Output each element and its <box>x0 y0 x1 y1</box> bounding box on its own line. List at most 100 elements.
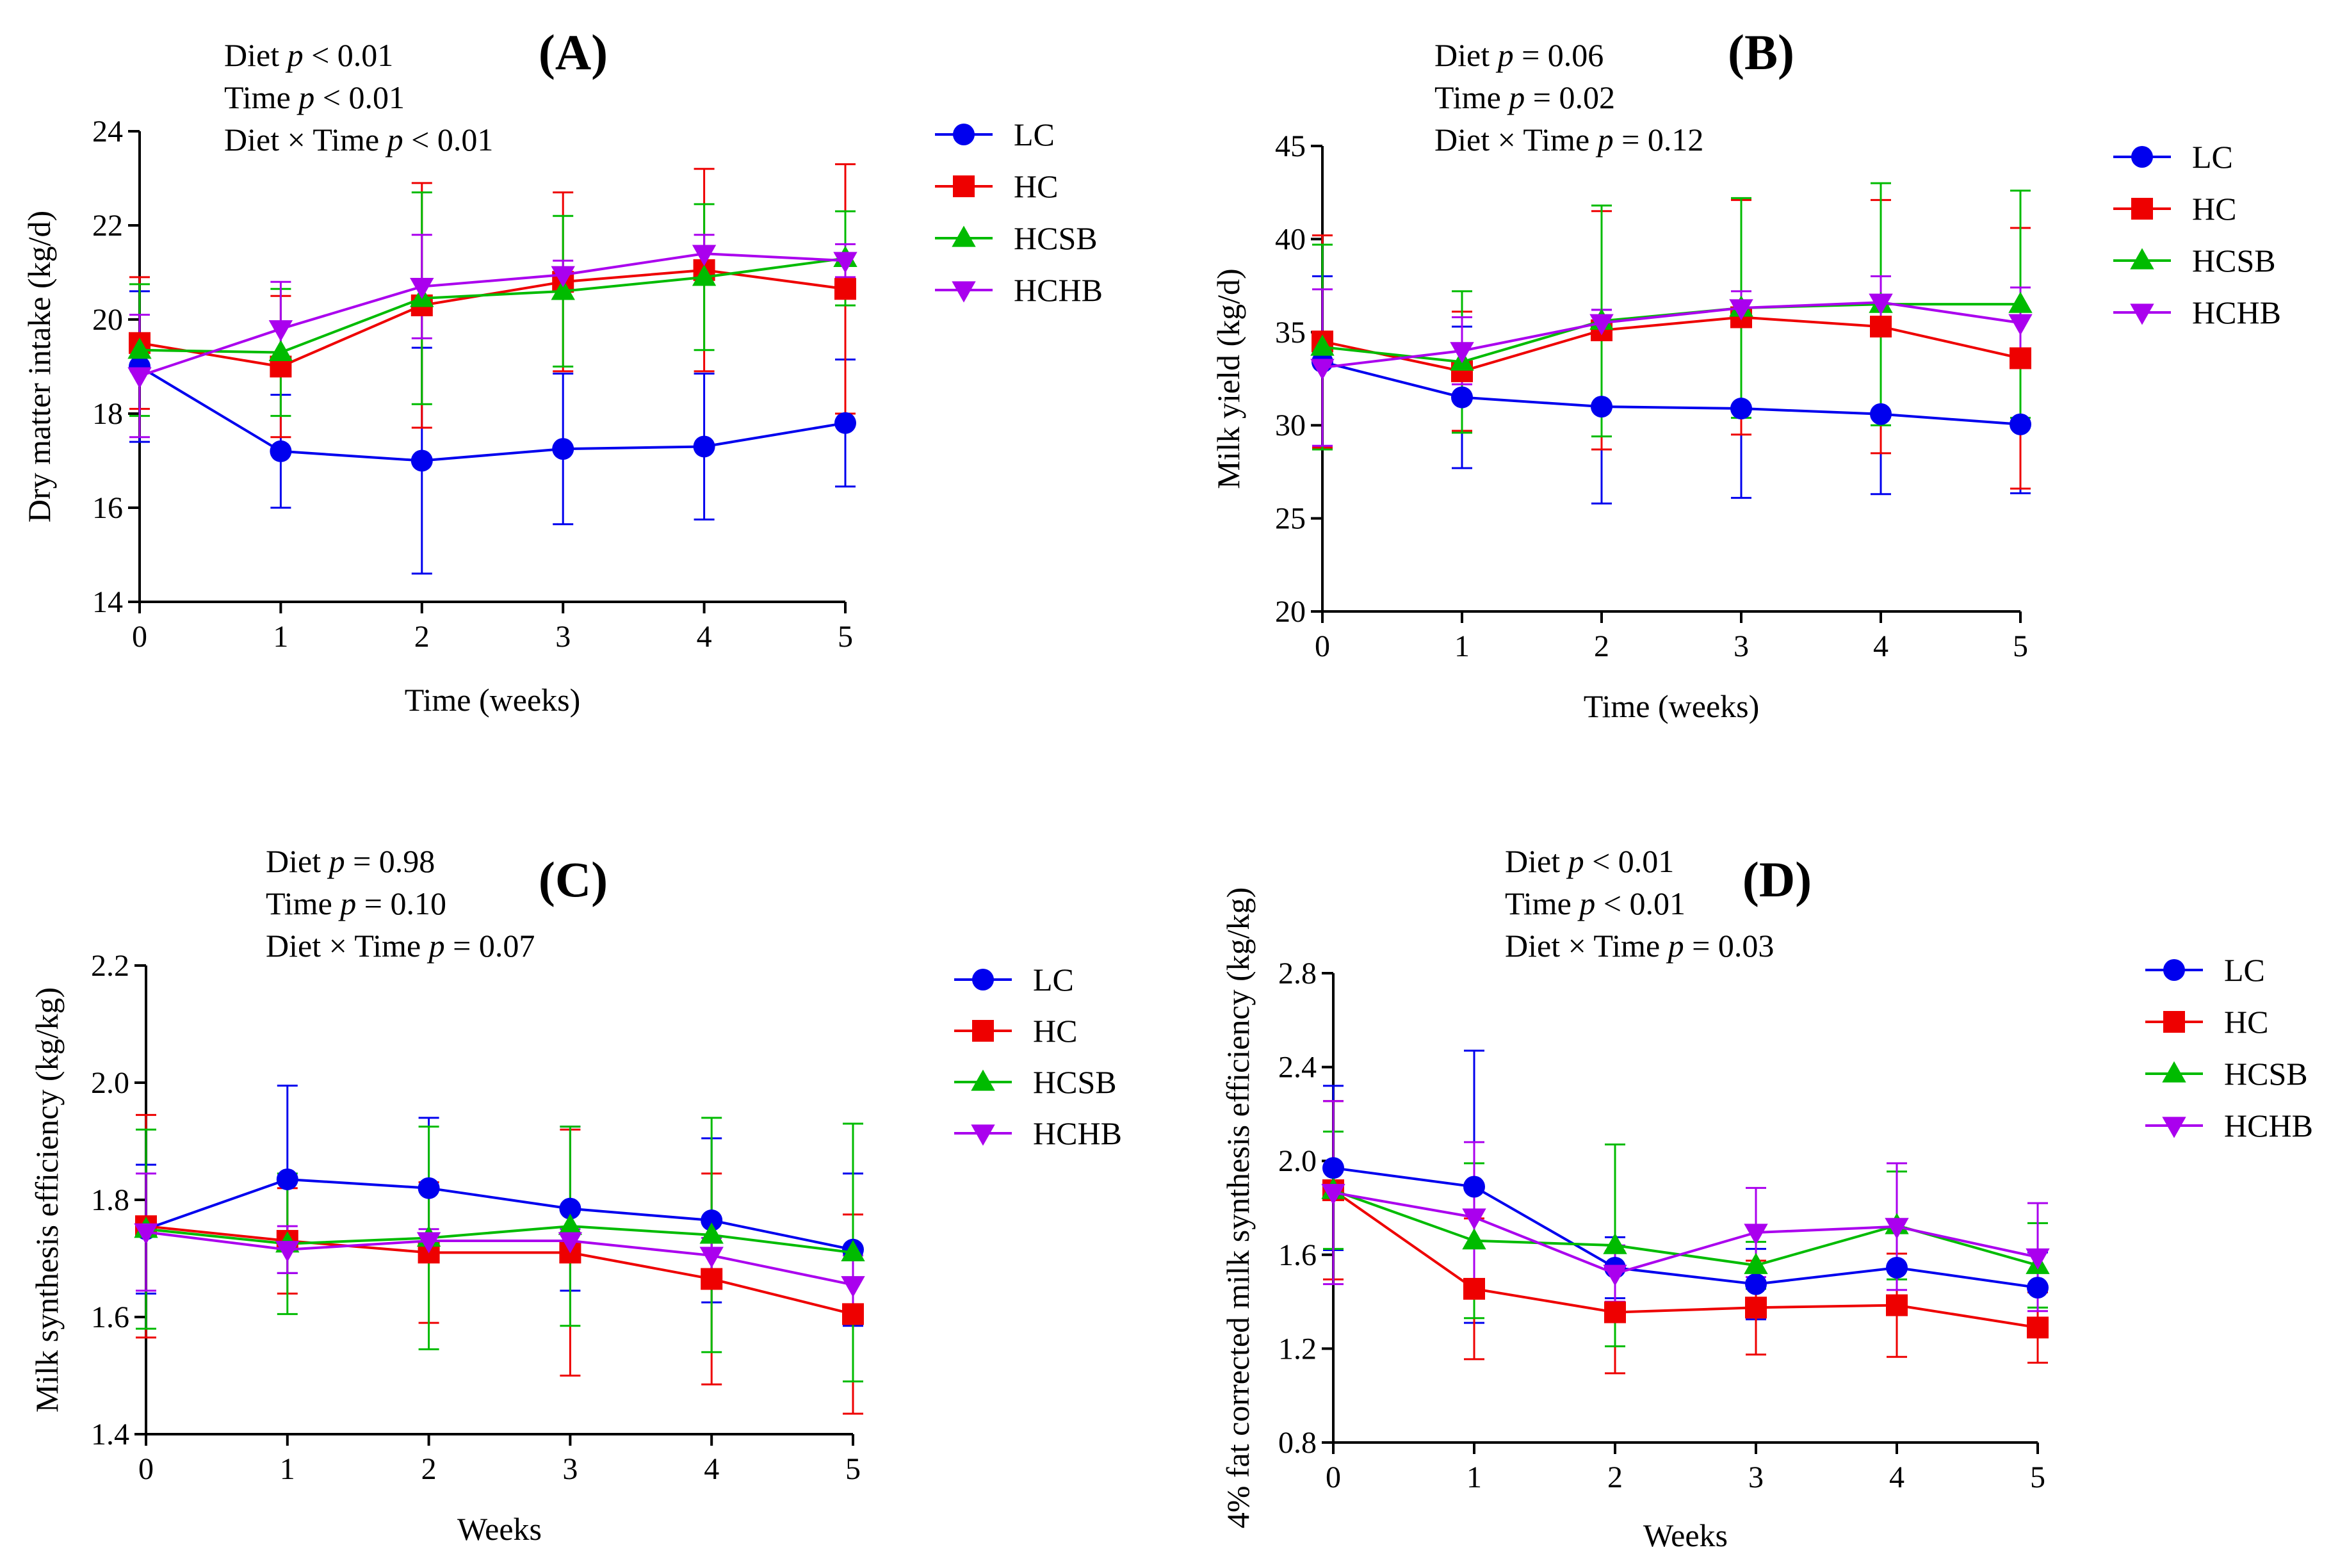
x-tick-label: 2 <box>1607 1460 1623 1494</box>
stat-p-symbol: p <box>327 843 345 879</box>
legend-marker-hcsb <box>971 1069 995 1091</box>
data-point-lc <box>1745 1273 1767 1295</box>
series-line-hc <box>1322 316 2021 373</box>
legend-label-hcsb: HCSB <box>1033 1064 1117 1100</box>
legend-label-hcsb: HCSB <box>1014 220 1098 256</box>
x-tick-label: 5 <box>845 1452 861 1486</box>
stat-label: Diet <box>1434 37 1498 73</box>
data-point-hc <box>1745 1297 1767 1319</box>
x-tick-label: 4 <box>1889 1460 1905 1494</box>
y-tick-label: 0.8 <box>1278 1426 1317 1460</box>
data-point-hchb <box>558 1232 583 1254</box>
legend-marker-hchb <box>952 281 976 303</box>
panel-label: (A) <box>539 24 608 80</box>
data-point-hchb <box>268 320 293 342</box>
legend-marker-lc <box>953 124 975 145</box>
data-point-hchb <box>410 277 434 300</box>
x-tick-label: 2 <box>1594 629 1609 663</box>
y-tick-label: 1.4 <box>91 1418 129 1451</box>
stat-label: Diet <box>1505 843 1568 879</box>
y-tick-label: 24 <box>92 115 123 149</box>
data-point-lc <box>552 438 574 460</box>
y-tick-label: 2.0 <box>91 1066 129 1100</box>
data-point-hc <box>1604 1301 1626 1323</box>
data-point-hchb <box>2026 1248 2050 1270</box>
series-line-hchb <box>1333 1191 2038 1275</box>
data-point-hcsb <box>1462 1228 1486 1250</box>
data-point-hc <box>842 1303 864 1325</box>
stat-line: Diet p = 0.98 <box>266 843 435 879</box>
stat-label: Time <box>1434 79 1509 115</box>
stat-p-symbol: p <box>427 928 445 964</box>
data-point-hc <box>701 1268 723 1290</box>
stat-value: < 0.01 <box>1584 843 1675 879</box>
data-point-lc <box>270 440 292 462</box>
chart-panel-4: 0.8 1.2 1.6 2.0 2.4 2.8 0 1 2 3 4 5 Weeks 4% fat corr… <box>1220 843 2313 1553</box>
data-point-hc <box>834 278 856 300</box>
legend-marker-hchb <box>2162 1117 2186 1138</box>
legend-marker-lc <box>2163 959 2185 981</box>
stat-value: < 0.01 <box>403 122 494 158</box>
stat-line: Time p = 0.10 <box>266 885 446 921</box>
data-point-hcsb <box>127 337 152 359</box>
y-axis-label: Milk yield (kg/d) <box>1210 268 1246 489</box>
data-point-hchb <box>1321 1184 1345 1206</box>
data-point-lc <box>693 435 715 458</box>
y-tick-label: 2.2 <box>91 949 129 983</box>
x-tick-label: 5 <box>2030 1460 2045 1494</box>
stat-line: Time p < 0.01 <box>1505 885 1685 921</box>
chart-panel-3: 1.4 1.6 1.8 2.0 2.2 0 1 2 3 4 5 Weeks Milk synthesis… <box>29 843 1122 1547</box>
data-point-hchb <box>1885 1218 1909 1240</box>
series-line-lc <box>1333 1167 2038 1289</box>
legend-label-hchb: HCHB <box>2192 295 2281 330</box>
stat-p-symbol: p <box>1496 37 1514 73</box>
y-tick-label: 1.6 <box>91 1300 129 1334</box>
series-line-hc <box>145 1225 854 1316</box>
data-point-hc <box>1870 316 1892 338</box>
chart-panel-1: 14 16 18 20 22 24 0 1 2 3 4 5 Time (weeks) Dry matter… <box>21 24 1103 718</box>
data-point-lc <box>1886 1256 1908 1279</box>
x-tick-label: 3 <box>1734 629 1749 663</box>
data-point-hcsb <box>551 279 575 300</box>
legend-label-hc: HC <box>1014 168 1058 204</box>
legend: LC HC HCSB HCHB <box>2145 952 2313 1144</box>
stat-value: = 0.98 <box>345 843 435 879</box>
y-tick-label: 25 <box>1275 502 1306 536</box>
data-point-hchb <box>1310 359 1335 380</box>
panel-label: (B) <box>1728 24 1794 80</box>
series-line-lc <box>138 365 846 462</box>
x-axis-label: Weeks <box>457 1511 542 1547</box>
stat-p-symbol: p <box>1577 885 1595 921</box>
legend-label-hcsb: HCSB <box>2224 1056 2308 1092</box>
x-axis-label: Time (weeks) <box>1584 688 1760 724</box>
data-point-lc <box>834 412 856 434</box>
data-point-hchb <box>127 367 152 389</box>
data-point-hcsb <box>2008 291 2033 313</box>
data-point-hc <box>2027 1316 2049 1339</box>
y-tick-label: 1.6 <box>1278 1238 1317 1272</box>
data-point-hc <box>2010 347 2031 369</box>
x-tick-label: 3 <box>1748 1460 1764 1494</box>
legend-label-hchb: HCHB <box>2224 1108 2313 1144</box>
stat-line: Diet × Time p = 0.03 <box>1505 928 1774 964</box>
data-point-hchb <box>692 245 717 266</box>
legend-marker-hc <box>953 175 975 197</box>
legend-label-hchb: HCHB <box>1033 1115 1122 1151</box>
stat-p-symbol: p <box>1507 79 1525 115</box>
series-line-hchb <box>145 1231 854 1286</box>
data-point-hcsb <box>1310 334 1335 356</box>
stat-label: Diet × Time <box>1434 122 1598 158</box>
data-point-hchb <box>699 1247 724 1268</box>
x-tick-label: 5 <box>2013 629 2028 663</box>
stat-p-symbol: p <box>286 37 304 73</box>
data-point-hcsb <box>268 339 293 362</box>
y-tick-label: 14 <box>92 585 123 619</box>
stat-line: Time p < 0.01 <box>224 79 405 115</box>
y-tick-label: 1.8 <box>91 1183 129 1217</box>
stat-value: = 0.03 <box>1684 928 1775 964</box>
stat-label: Diet <box>266 843 329 879</box>
legend-marker-hchb <box>971 1124 995 1146</box>
stat-value: = 0.07 <box>445 928 535 964</box>
x-tick-label: 3 <box>562 1452 578 1486</box>
stat-p-symbol: p <box>296 79 314 115</box>
